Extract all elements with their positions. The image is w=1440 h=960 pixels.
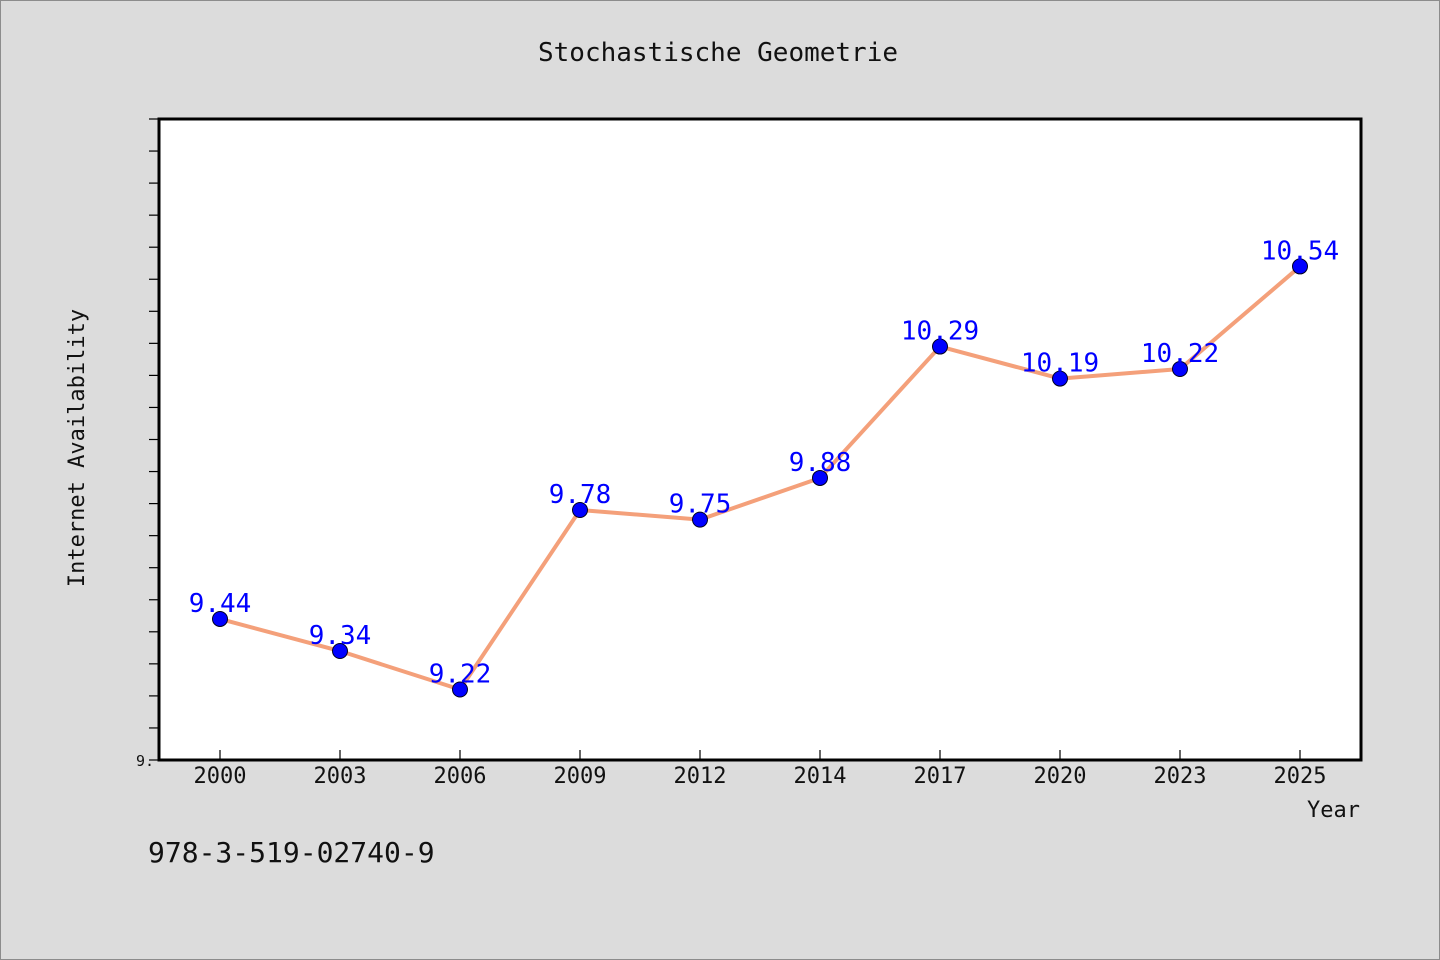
- y-axis-label: Internet Availability: [65, 309, 90, 587]
- data-label: 9.75: [669, 490, 732, 520]
- x-axis-label: Year: [1307, 798, 1360, 823]
- series-layer: 9.44 9.34 9.22 9.78 9.75 9.88 10.29 10.19 10.22 1…: [189, 236, 1339, 698]
- x-tick-label: 2003: [314, 764, 367, 789]
- chart-title: Stochastische Geometrie: [538, 38, 898, 68]
- data-point: [332, 643, 348, 660]
- data-label: 10.22: [1141, 339, 1219, 369]
- series-line: [219, 264, 1302, 692]
- isbn-text: 978-3-519-02740-9: [148, 836, 435, 869]
- data-label: 9.88: [789, 448, 852, 478]
- data-point: [1292, 258, 1308, 275]
- x-tick-label: 2009: [554, 764, 607, 789]
- x-tick-label: 2025: [1274, 764, 1327, 789]
- data-point: [932, 338, 948, 355]
- data-label: 9.78: [549, 480, 612, 510]
- x-tick-label: 2023: [1154, 764, 1207, 789]
- data-label: 10.29: [901, 317, 979, 347]
- x-tick-label: 2012: [674, 764, 727, 789]
- x-tick-label: 2006: [434, 764, 487, 789]
- data-point: [1052, 370, 1068, 387]
- x-tick-label: 2020: [1034, 764, 1087, 789]
- data-label: 10.19: [1021, 349, 1099, 379]
- y-axis-ticks: [149, 118, 159, 761]
- x-tick-label: 2014: [794, 764, 847, 789]
- data-label: 9.22: [429, 659, 492, 689]
- data-point: [1172, 360, 1188, 377]
- data-label: 9.44: [189, 589, 252, 619]
- data-point: [212, 610, 228, 627]
- x-tick-label: 2000: [194, 764, 247, 789]
- plot-area: [157, 117, 1363, 762]
- data-point: [452, 681, 468, 698]
- x-axis-ticks: 2000 2003 2006 2009 2012 2014 2017 2020 2023 2025: [194, 750, 1327, 789]
- x-tick-label: 2017: [914, 764, 967, 789]
- data-label: 10.54: [1261, 236, 1339, 266]
- data-point: [812, 469, 828, 486]
- y-tick-label: 9.: [136, 752, 154, 770]
- data-label: 9.34: [309, 621, 372, 651]
- data-point: [692, 511, 708, 528]
- data-point: [572, 502, 588, 519]
